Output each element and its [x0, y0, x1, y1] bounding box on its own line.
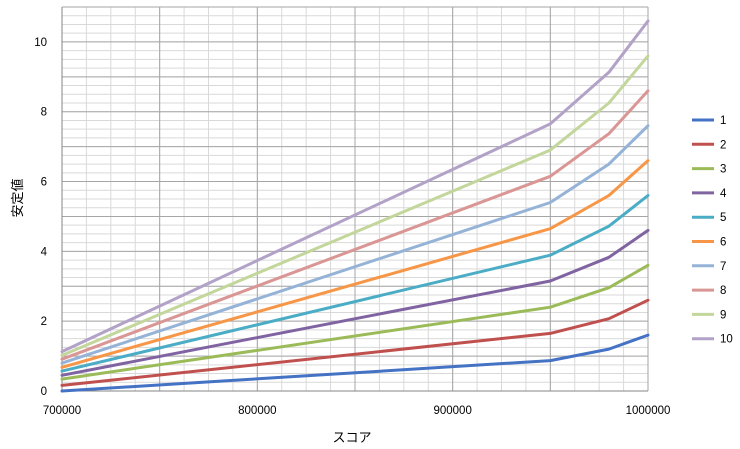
legend-label-7: 7	[720, 261, 726, 273]
series-line-5	[60, 194, 650, 373]
legend-label-2: 2	[720, 139, 726, 151]
legend: 1 2 3 4 5 6 7 8 9 10	[692, 115, 733, 346]
y-tick-label: 8	[41, 107, 47, 119]
x-tick-label: 1000000	[626, 405, 671, 417]
series-line-2	[60, 298, 650, 387]
legend-label-8: 8	[720, 285, 726, 297]
grid-lines	[61, 6, 649, 392]
legend-label-4: 4	[720, 188, 727, 200]
legend-label-10: 10	[720, 334, 733, 346]
y-tick-label: 6	[41, 177, 47, 189]
series-line-6	[60, 159, 650, 369]
axes	[61, 7, 648, 392]
y-axis-title: 安定値	[10, 178, 26, 217]
legend-label-9: 9	[720, 309, 726, 321]
x-tick-label: 900000	[433, 405, 471, 417]
series-line-3	[60, 263, 650, 381]
x-axis-title: スコア	[332, 431, 371, 446]
y-tick-label: 10	[34, 37, 47, 49]
legend-label-5: 5	[720, 212, 726, 224]
series-line-10	[60, 19, 650, 354]
y-tick-label: 4	[41, 246, 48, 258]
x-tick-label: 700000	[43, 405, 81, 417]
series-lines	[60, 19, 650, 393]
legend-label-3: 3	[720, 164, 726, 176]
series-line-8	[60, 89, 650, 361]
y-tick-label: 2	[41, 316, 47, 328]
x-tick-label: 800000	[238, 405, 276, 417]
y-tick-label: 0	[41, 386, 47, 398]
legend-label-1: 1	[720, 115, 726, 127]
series-line-1	[60, 333, 650, 393]
series-line-7	[60, 124, 650, 365]
series-line-9	[60, 54, 650, 357]
legend-label-6: 6	[720, 237, 726, 249]
series-line-4	[60, 228, 650, 377]
tick-labels: 0 2 4 6 8 10 700000 800000 900000 1000000	[34, 37, 670, 417]
